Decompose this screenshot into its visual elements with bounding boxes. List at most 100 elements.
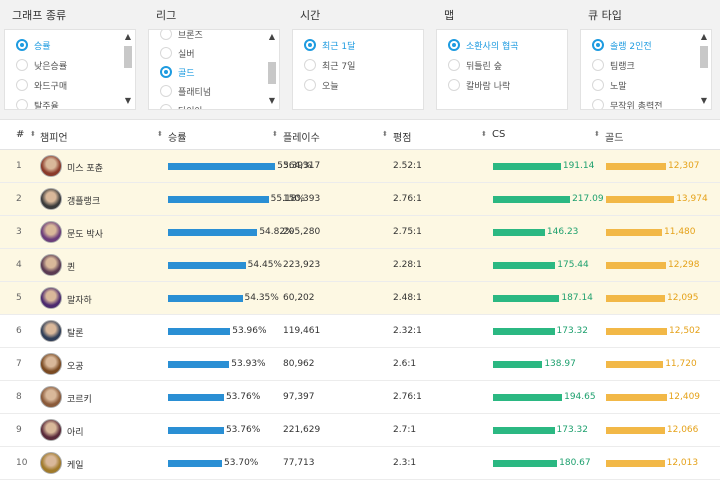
radio-icon[interactable]	[448, 39, 460, 51]
radio-icon[interactable]	[592, 79, 604, 91]
scrollbar[interactable]: ▲ ▼	[699, 32, 709, 108]
chevron-up-icon[interactable]: ▲	[268, 32, 276, 41]
header-cs[interactable]: CS	[492, 129, 506, 140]
table-row[interactable]: 10 케일 53.70% 77,713 2.3:1 180.67 12,013	[0, 447, 720, 480]
filter-option[interactable]: 브론즈	[160, 30, 203, 43]
header-champion[interactable]: 챔피언	[40, 133, 68, 144]
table-row[interactable]: 9 아리 53.76% 221,629 2.7:1 173.32 12,066	[0, 414, 720, 447]
sort-arrows-icon[interactable]: ⬍	[594, 130, 600, 138]
sort-arrows-icon[interactable]: ⬍	[481, 130, 487, 138]
filter-option-label: 플래티넘	[178, 87, 212, 98]
filter-queue-type: 큐 타입 솔랭 2인전 팀랭크 노말 무작위 총력전 ▲ ▼	[576, 0, 720, 113]
filter-option[interactable]: 노말	[592, 76, 627, 94]
chevron-down-icon[interactable]: ▼	[700, 96, 708, 105]
champion-name[interactable]: 미스 포츈	[67, 164, 103, 174]
table-row[interactable]: 4 퀸 54.45% 223,923 2.28:1 175.44 12,298	[0, 249, 720, 282]
filter-option[interactable]: 승률	[16, 36, 51, 54]
table-row[interactable]: 7 오공 53.93% 80,962 2.6:1 138.97 11,720	[0, 348, 720, 381]
header-rank[interactable]: #	[16, 129, 25, 140]
radio-icon[interactable]	[16, 79, 28, 91]
radio-icon[interactable]	[160, 66, 172, 78]
filter-option[interactable]: 소환사의 협곡	[448, 36, 519, 54]
radio-icon[interactable]	[160, 104, 172, 109]
sort-arrows-icon[interactable]: ⬍	[382, 130, 388, 138]
table-row[interactable]: 3 문도 박사 54.82% 205,280 2.75:1 146.23 11,480	[0, 216, 720, 249]
scrollbar-thumb[interactable]	[124, 46, 132, 68]
champion-name[interactable]: 말자하	[67, 296, 92, 306]
radio-icon[interactable]	[160, 85, 172, 97]
filter-option[interactable]: 탈주율	[16, 96, 59, 109]
champion-name[interactable]: 오공	[67, 362, 84, 372]
filter-option[interactable]: 최근 1달	[304, 36, 355, 54]
radio-icon[interactable]	[448, 79, 460, 91]
header-kda[interactable]: 평점	[393, 133, 412, 144]
filter-option[interactable]: 다이아	[160, 101, 203, 109]
rank-cell: 4	[16, 260, 22, 270]
filter-option[interactable]: 팀랭크	[592, 56, 635, 74]
filter-option[interactable]: 실버	[160, 44, 195, 62]
radio-icon[interactable]	[304, 79, 316, 91]
table-row[interactable]: 1 미스 포츈 55.39% 364,317 2.52:1 191.14 12,307	[0, 150, 720, 183]
champion-name[interactable]: 갱플랭크	[67, 197, 101, 207]
scrollbar-thumb[interactable]	[700, 46, 708, 68]
scrollbar[interactable]: ▲ ▼	[123, 32, 133, 108]
radio-icon[interactable]	[16, 39, 28, 51]
radio-icon[interactable]	[160, 47, 172, 59]
table-row[interactable]: 5 말자하 54.35% 60,202 2.48:1 187.14 12,095	[0, 282, 720, 315]
plays-cell: 221,629	[283, 425, 321, 435]
filter-title: 그래프 종류	[12, 9, 67, 22]
filter-option-label: 와드구매	[34, 81, 68, 92]
filter-league: 리그 브론즈실버골드플래티넘다이아▲▼	[144, 0, 288, 113]
champion-avatar	[40, 419, 62, 441]
champion-name[interactable]: 퀸	[67, 263, 76, 273]
filter-option[interactable]: 낮은승률	[16, 56, 67, 74]
chevron-down-icon[interactable]: ▼	[268, 96, 276, 105]
radio-icon[interactable]	[448, 59, 460, 71]
champion-name[interactable]: 케일	[67, 461, 84, 471]
table-row[interactable]: 2 갱플랭크 55.18% 150,393 2.76:1 217.09 13,974	[0, 183, 720, 216]
cs-value: 146.23	[546, 227, 579, 237]
filter-option[interactable]: 플래티넘	[160, 82, 211, 100]
header-winrate[interactable]: 승률	[168, 133, 187, 144]
filter-option[interactable]: 골드	[160, 63, 195, 81]
radio-icon[interactable]	[16, 59, 28, 71]
chevron-down-icon[interactable]: ▼	[124, 96, 132, 105]
gold-bar	[606, 196, 675, 203]
filter-option[interactable]: 오늘	[304, 76, 339, 94]
chevron-up-icon[interactable]: ▲	[124, 32, 132, 41]
radio-icon[interactable]	[592, 99, 604, 109]
filter-option[interactable]: 칼바람 나락	[448, 76, 510, 94]
radio-icon[interactable]	[592, 39, 604, 51]
filter-option-label: 승률	[34, 41, 51, 52]
champion-name[interactable]: 코르키	[67, 395, 92, 405]
chevron-up-icon[interactable]: ▲	[700, 32, 708, 41]
header-gold[interactable]: 골드	[605, 133, 624, 144]
champion-name[interactable]: 탈론	[67, 329, 84, 339]
table-row[interactable]: 6 탈론 53.96% 119,461 2.32:1 173.32 12,502	[0, 315, 720, 348]
filter-title: 리그	[156, 9, 177, 22]
scrollbar-thumb[interactable]	[268, 62, 276, 84]
filter-option[interactable]: 뒤틀린 숲	[448, 56, 502, 74]
table-row[interactable]: 8 코르키 53.76% 97,397 2.76:1 194.65 12,409	[0, 381, 720, 414]
sort-arrows-icon[interactable]: ⬍	[272, 130, 278, 138]
champion-name[interactable]: 문도 박사	[67, 230, 103, 240]
header-plays[interactable]: 플레이수	[283, 133, 320, 144]
filter-option[interactable]: 솔랭 2인전	[592, 36, 652, 54]
radio-icon[interactable]	[304, 59, 316, 71]
radio-icon[interactable]	[592, 59, 604, 71]
filter-option[interactable]: 와드구매	[16, 76, 67, 94]
radio-icon[interactable]	[160, 30, 172, 40]
champion-name[interactable]: 아리	[67, 428, 84, 438]
radio-icon[interactable]	[304, 39, 316, 51]
filter-option[interactable]: 최근 7일	[304, 56, 355, 74]
cs-bar	[493, 262, 556, 269]
winrate-bar	[168, 196, 269, 203]
sort-arrows-icon[interactable]: ⬍	[30, 130, 36, 138]
radio-icon[interactable]	[16, 99, 28, 109]
plays-cell: 80,962	[283, 359, 315, 369]
sort-arrows-icon[interactable]: ⬍	[157, 130, 163, 138]
scrollbar[interactable]: ▲ ▼	[267, 32, 277, 108]
filter-option-label: 실버	[178, 49, 195, 60]
champion-avatar	[40, 287, 62, 309]
filter-option[interactable]: 무작위 총력전	[592, 96, 663, 109]
